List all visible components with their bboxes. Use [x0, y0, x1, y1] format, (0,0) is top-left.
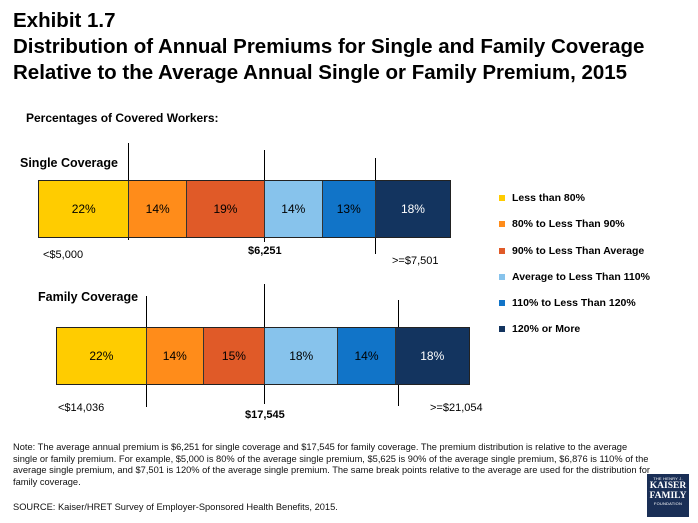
family-avg-marker: $17,545	[245, 409, 285, 421]
legend-swatch	[498, 220, 506, 229]
family-segment-1: 22%	[57, 328, 147, 384]
legend-label: 110% to Less Than 120%	[512, 297, 636, 310]
single-segment-label: 13%	[336, 202, 361, 216]
chart-title-line-2: Relative to the Average Annual Single or…	[13, 61, 628, 84]
family-segment-label: 14%	[354, 349, 379, 363]
footnote: Note: The average annual premium is $6,2…	[13, 442, 651, 487]
family-segment-6: 18%	[395, 328, 469, 384]
family-segment-2: 14%	[146, 328, 204, 384]
family-segment-label: 22%	[89, 349, 114, 363]
family-segment-label: 14%	[162, 349, 187, 363]
legend-item: 120% or More	[498, 323, 650, 335]
family-segment-3: 15%	[203, 328, 266, 384]
single-segment-5: 13%	[322, 181, 376, 237]
source-note: SOURCE: Kaiser/HRET Survey of Employer-S…	[13, 502, 338, 512]
chart-subtitle: Percentages of Covered Workers:	[26, 111, 219, 125]
legend-swatch	[498, 246, 506, 255]
single-high-marker: >=$7,501	[392, 255, 439, 267]
single-segment-1: 22%	[39, 181, 130, 237]
family-coverage-bar: 22% 14% 15% 18% 14% 18%	[56, 327, 470, 385]
legend-label: Average to Less Than 110%	[512, 270, 650, 283]
single-avg-marker: $6,251	[248, 245, 282, 257]
legend-swatch	[498, 272, 506, 281]
legend-item: 80% to Less Than 90%	[498, 218, 650, 230]
family-high-marker: >=$21,054	[430, 402, 483, 414]
legend-label: 80% to Less Than 90%	[512, 218, 625, 231]
family-segment-label: 18%	[420, 349, 445, 363]
single-segment-label: 18%	[400, 202, 425, 216]
single-segment-4: 14%	[265, 181, 323, 237]
single-segment-label: 19%	[213, 202, 238, 216]
legend-swatch	[498, 299, 506, 308]
exhibit-number: Exhibit 1.7	[13, 9, 116, 32]
legend-item: Average to Less Than 110%	[498, 271, 650, 283]
legend-label: Less than 80%	[512, 192, 585, 204]
chart-legend: Less than 80% 80% to Less Than 90% 90% to …	[498, 192, 650, 350]
family-segment-label: 15%	[221, 349, 246, 363]
legend-swatch	[498, 194, 506, 202]
family-segment-5: 14%	[338, 328, 396, 384]
legend-swatch	[498, 325, 506, 334]
single-coverage-bar: 22% 14% 19% 14% 13% 18%	[38, 180, 451, 238]
single-segment-2: 14%	[129, 181, 187, 237]
single-segment-label: 14%	[145, 202, 170, 216]
legend-label: 120% or More	[512, 323, 581, 336]
title-block: Exhibit 1.7 Distribution of Annual Premi…	[13, 8, 644, 86]
legend-item: 110% to Less Than 120%	[498, 297, 650, 309]
single-segment-6: 18%	[375, 181, 450, 237]
single-segment-label: 22%	[71, 202, 96, 216]
family-coverage-label: Family Coverage	[38, 290, 139, 304]
legend-item: 90% to Less Than Average	[498, 245, 650, 257]
single-segment-3: 19%	[186, 181, 266, 237]
kff-logo: THE HENRY J. KAISER FAMILY FOUNDATION	[647, 474, 689, 517]
single-segment-label: 14%	[281, 202, 306, 216]
family-segment-4: 18%	[265, 328, 339, 384]
legend-item: Less than 80%	[498, 192, 650, 204]
family-low-marker: <$14,036	[58, 402, 105, 414]
single-low-marker: <$5,000	[43, 249, 84, 261]
single-coverage-label: Single Coverage	[20, 156, 118, 170]
family-segment-label: 18%	[289, 349, 314, 363]
chart-title-line-1: Distribution of Annual Premiums for Sing…	[13, 35, 645, 58]
legend-label: 90% to Less Than Average	[512, 244, 645, 257]
